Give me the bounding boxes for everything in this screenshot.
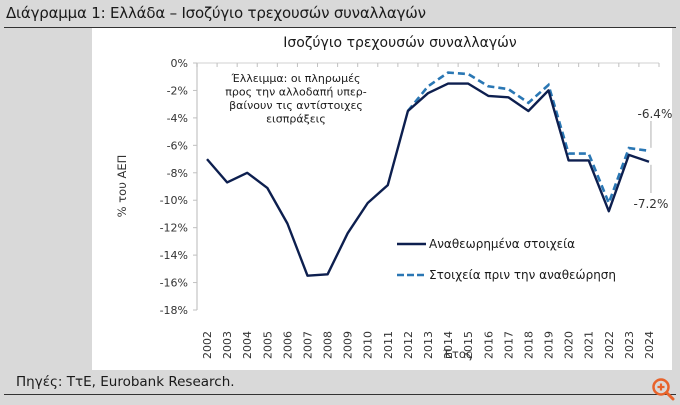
x-tick-label: 2014 — [442, 331, 455, 359]
x-tick-label: 2015 — [462, 331, 475, 359]
y-tick-label: -10% — [160, 194, 188, 207]
x-tick-label: 2010 — [362, 331, 375, 359]
x-tick-label: 2006 — [281, 331, 294, 359]
zoom-in-button[interactable] — [651, 377, 675, 401]
y-tick-label: -4% — [167, 112, 188, 125]
x-axis-title: Έτος — [442, 347, 472, 361]
x-tick-label: 2021 — [583, 331, 596, 359]
y-tick-label: -2% — [167, 84, 188, 97]
y-tick-label: 0% — [171, 57, 188, 70]
zoom-in-icon — [652, 378, 675, 401]
x-tick-label: 2013 — [422, 331, 435, 359]
end-label-pre-revision: -6.4% — [638, 107, 672, 121]
x-tick-label: 2016 — [482, 331, 495, 359]
x-tick-label: 2007 — [301, 331, 314, 359]
x-tick-label: 2009 — [342, 331, 355, 359]
annotation-deficit-note: βαίνουν τις αντίστοιχες — [229, 99, 363, 112]
source-note: Πηγές: ΤτΕ, Eurobank Research. — [16, 374, 235, 390]
figure-caption: Διάγραμμα 1: Ελλάδα – Ισοζύγιο τρεχουσών… — [6, 4, 426, 22]
x-tick-label: 2008 — [322, 331, 335, 359]
x-tick-label: 2017 — [502, 331, 515, 359]
annotation-deficit-note: προς την αλλοδαπή υπερ- — [225, 86, 367, 99]
line-chart: Ισοζύγιο τρεχουσών συναλλαγών 0% -2% -4% -6%… — [115, 35, 672, 361]
x-tick-label: 2012 — [402, 331, 415, 359]
x-tick-label: 2020 — [563, 331, 576, 359]
series-line-revised — [206, 82, 650, 277]
x-tick-label: 2011 — [382, 331, 395, 359]
y-tick-label: -12% — [160, 222, 188, 235]
x-tick-label: 2005 — [261, 331, 274, 359]
legend-label-pre-revision: Στοιχεία πριν την αναθεώρηση — [429, 268, 616, 282]
end-label-revised: -7.2% — [634, 197, 669, 211]
x-tick-label: 2018 — [522, 331, 535, 359]
y-tick-label: -16% — [160, 277, 188, 290]
header-divider — [4, 27, 676, 28]
x-tick-label: 2002 — [201, 331, 214, 359]
footer-divider — [4, 394, 676, 395]
x-tick-label: 2003 — [221, 331, 234, 359]
x-tick-label: 2024 — [643, 331, 656, 359]
annotation-deficit-note: εισπράξεις — [266, 113, 326, 126]
x-tick-label: 2019 — [543, 331, 556, 359]
x-tick-label: 2004 — [241, 331, 254, 359]
y-tick-label: -8% — [167, 167, 188, 180]
y-tick-label: -14% — [160, 249, 188, 262]
y-tick-label: -18% — [160, 304, 188, 317]
y-axis-title: % του ΑΕΠ — [115, 155, 129, 218]
x-tick-label: 2023 — [623, 331, 636, 359]
chart-panel: Ισοζύγιο τρεχουσών συναλλαγών 0% -2% -4% -6%… — [92, 28, 672, 370]
legend-label-revised: Αναθεωρημένα στοιχεία — [429, 237, 575, 251]
chart-title: Ισοζύγιο τρεχουσών συναλλαγών — [283, 35, 517, 51]
series-line-pre-revision — [406, 71, 650, 207]
x-tick-label: 2022 — [603, 331, 616, 359]
annotation-deficit-note: Έλλειμμα: οι πληρωμές — [231, 72, 361, 85]
y-tick-label: -6% — [167, 139, 188, 152]
